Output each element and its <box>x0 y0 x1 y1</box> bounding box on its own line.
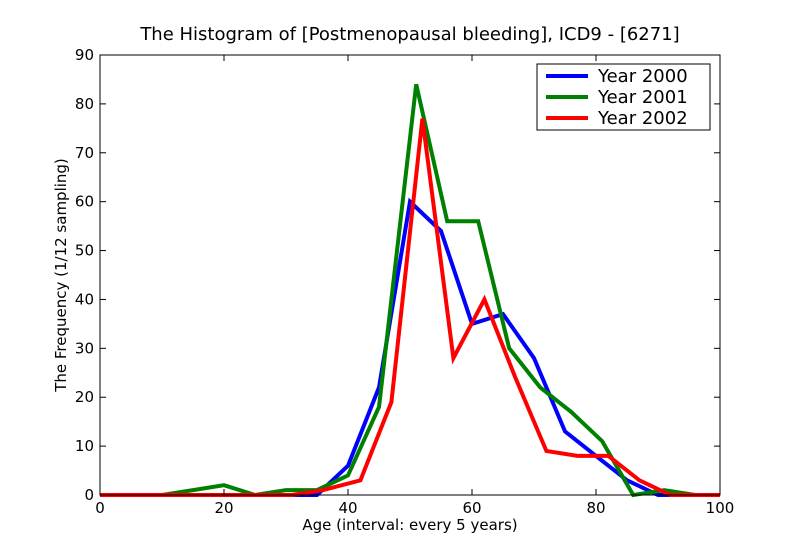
y-axis-label: The Frequency (1/12 sampling) <box>52 158 70 393</box>
plot-frame <box>99 54 721 496</box>
legend-label: Year 2000 <box>597 66 688 87</box>
legend-label: Year 2002 <box>597 108 688 129</box>
y-tick-label: 20 <box>75 388 94 406</box>
y-tick-label: 90 <box>75 46 94 64</box>
y-tick-label: 60 <box>75 193 94 211</box>
x-tick-label: 40 <box>338 499 357 517</box>
y-tick-label: 0 <box>84 486 94 504</box>
y-tick-label: 80 <box>75 95 94 113</box>
y-tick-label: 70 <box>75 144 94 162</box>
y-tick-label: 40 <box>75 290 94 308</box>
x-tick-label: 100 <box>706 499 735 517</box>
y-tick-label: 30 <box>75 339 94 357</box>
series-line-year-2001 <box>100 83 720 498</box>
x-tick-label: 20 <box>214 499 233 517</box>
x-tick-label: 0 <box>95 499 105 517</box>
chart-title: The Histogram of [Postmenopausal bleedin… <box>139 24 679 45</box>
legend-label: Year 2001 <box>597 87 688 108</box>
x-axis-label: Age (interval: every 5 years) <box>302 516 517 534</box>
y-tick-label: 50 <box>75 242 94 260</box>
ticks-layer: 0 20 40 60 80 100 0 10 20 30 40 50 60 70 80 90 <box>75 46 734 517</box>
x-tick-label: 60 <box>462 499 481 517</box>
x-tick-label: 80 <box>586 499 605 517</box>
y-tick-label: 10 <box>75 437 94 455</box>
